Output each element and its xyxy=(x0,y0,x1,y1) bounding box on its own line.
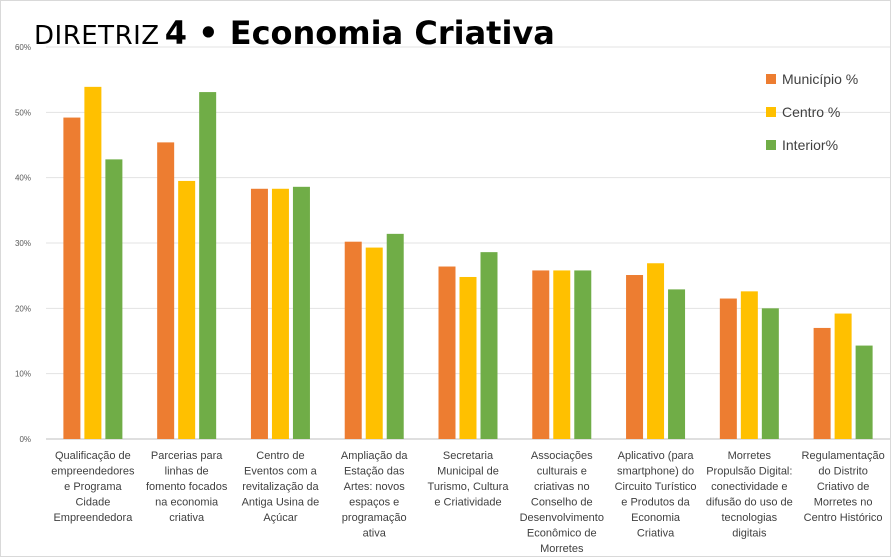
x-tick-label: Circuito Turístico xyxy=(615,481,697,493)
legend-item-municipio: Município % xyxy=(766,62,858,95)
x-tick-label: tecnologias xyxy=(722,512,778,524)
x-tick-label: fomento focados xyxy=(146,481,228,493)
bar-municipio xyxy=(719,298,737,439)
bar-centro xyxy=(271,188,289,439)
legend-item-interior: Interior% xyxy=(766,128,858,161)
x-tick-label: na economia xyxy=(155,497,219,509)
x-tick-label: ativa xyxy=(363,528,387,540)
x-tick-label: Turismo, Cultura xyxy=(428,481,510,493)
title-main: 4 • Economia Criativa xyxy=(164,14,555,52)
y-tick-label: 10% xyxy=(15,370,31,379)
x-tick-label: Morretes xyxy=(728,450,772,462)
x-tick-label: Regulamentação xyxy=(802,450,885,462)
y-tick-label: 0% xyxy=(19,435,31,444)
x-tick-label: Criativo de xyxy=(817,481,870,493)
x-tick-label: Propulsão Digital: xyxy=(706,466,792,478)
bar-municipio xyxy=(438,266,456,439)
bar-municipio xyxy=(250,188,268,439)
bar-interior xyxy=(668,289,686,439)
x-tick-label: Eventos com a xyxy=(244,466,318,478)
x-tick-label: Economia xyxy=(631,512,681,524)
bar-centro xyxy=(459,276,477,439)
y-tick-label: 30% xyxy=(15,239,31,248)
x-tick-label: Artes: novos xyxy=(344,481,406,493)
legend: Município % Centro % Interior% xyxy=(766,62,858,161)
bar-municipio xyxy=(63,117,81,439)
x-tick-label: Estação das xyxy=(344,466,405,478)
legend-label-interior: Interior% xyxy=(782,136,839,153)
bar-centro xyxy=(834,313,852,439)
x-tick-label: Secretaria xyxy=(443,450,494,462)
bar-municipio xyxy=(813,327,831,439)
x-tick-label: Morretes xyxy=(540,543,584,555)
bar-interior xyxy=(574,270,592,439)
bar-municipio xyxy=(532,270,550,439)
bar-municipio xyxy=(157,142,175,440)
x-tick-label: culturais e xyxy=(537,466,587,478)
chart-title: DIRETRIZ 4 • Economia Criativa xyxy=(34,14,555,52)
y-tick-label: 50% xyxy=(15,108,31,117)
x-tick-label: criativas no xyxy=(534,481,590,493)
x-tick-label: digitais xyxy=(732,528,767,540)
x-tick-label: Aplicativo (para xyxy=(618,450,695,462)
bar-interior xyxy=(480,252,498,439)
y-tick-label: 40% xyxy=(15,174,31,183)
legend-swatch-interior xyxy=(766,139,776,150)
x-tick-label: criativa xyxy=(169,512,205,524)
x-tick-label: empreendedores xyxy=(51,466,135,478)
x-tick-label: conectividade e xyxy=(711,481,787,493)
legend-label-centro: Centro % xyxy=(782,103,841,120)
x-tick-label: smartphone) do xyxy=(617,466,694,478)
bar-interior xyxy=(855,345,873,439)
bar-centro xyxy=(647,263,665,439)
x-tick-label: difusão do uso de xyxy=(706,497,793,509)
bar-centro xyxy=(553,270,571,439)
x-tick-label: Ampliação da xyxy=(341,450,409,462)
x-tick-label: revitalização da xyxy=(242,481,319,493)
x-tick-label: e Programa xyxy=(64,481,122,493)
legend-swatch-centro xyxy=(766,106,776,117)
bar-interior xyxy=(199,92,217,439)
x-tick-label: do Distrito xyxy=(818,466,868,478)
x-tick-label: Antiga Usina de xyxy=(242,497,320,509)
x-tick-label: Criativa xyxy=(637,528,675,540)
title-prefix: DIRETRIZ xyxy=(34,21,160,51)
x-tick-label: Morretes no xyxy=(814,497,873,509)
x-tick-label: Desenvolvimento xyxy=(520,512,604,524)
bar-centro xyxy=(740,291,758,439)
x-tick-label: Conselho de xyxy=(531,497,593,509)
bar-centro xyxy=(365,247,383,439)
legend-label-municipio: Município % xyxy=(782,70,859,87)
x-tick-label: espaços e xyxy=(349,497,399,509)
x-tick-label: Parcerias para xyxy=(151,450,223,462)
x-tick-label: Econômico de xyxy=(527,528,597,540)
x-tick-label: programação xyxy=(342,512,407,524)
y-tick-label: 20% xyxy=(15,304,31,313)
x-tick-label: linhas de xyxy=(165,466,209,478)
x-tick-label: Associações xyxy=(531,450,593,462)
bar-interior xyxy=(292,186,310,439)
legend-swatch-municipio xyxy=(766,73,776,84)
x-tick-label: e Produtos da xyxy=(621,497,690,509)
bar-interior xyxy=(105,159,123,439)
bar-interior xyxy=(386,233,404,439)
x-tick-label: Empreendedora xyxy=(53,512,133,524)
y-tick-label: 60% xyxy=(15,43,31,52)
x-tick-label: Centro Histórico xyxy=(804,512,883,524)
legend-item-centro: Centro % xyxy=(766,95,858,128)
bar-centro xyxy=(178,180,196,439)
x-tick-label: e Criatividade xyxy=(434,497,501,509)
x-tick-label: Cidade xyxy=(75,497,110,509)
x-tick-label: Açúcar xyxy=(263,512,298,524)
x-tick-label: Municipal de xyxy=(437,466,499,478)
bar-centro xyxy=(84,86,102,439)
x-tick-label: Qualificação de xyxy=(55,450,131,462)
bar-municipio xyxy=(344,241,362,439)
x-tick-label: Centro de xyxy=(256,450,304,462)
bar-interior xyxy=(761,308,779,439)
bar-municipio xyxy=(626,275,644,439)
